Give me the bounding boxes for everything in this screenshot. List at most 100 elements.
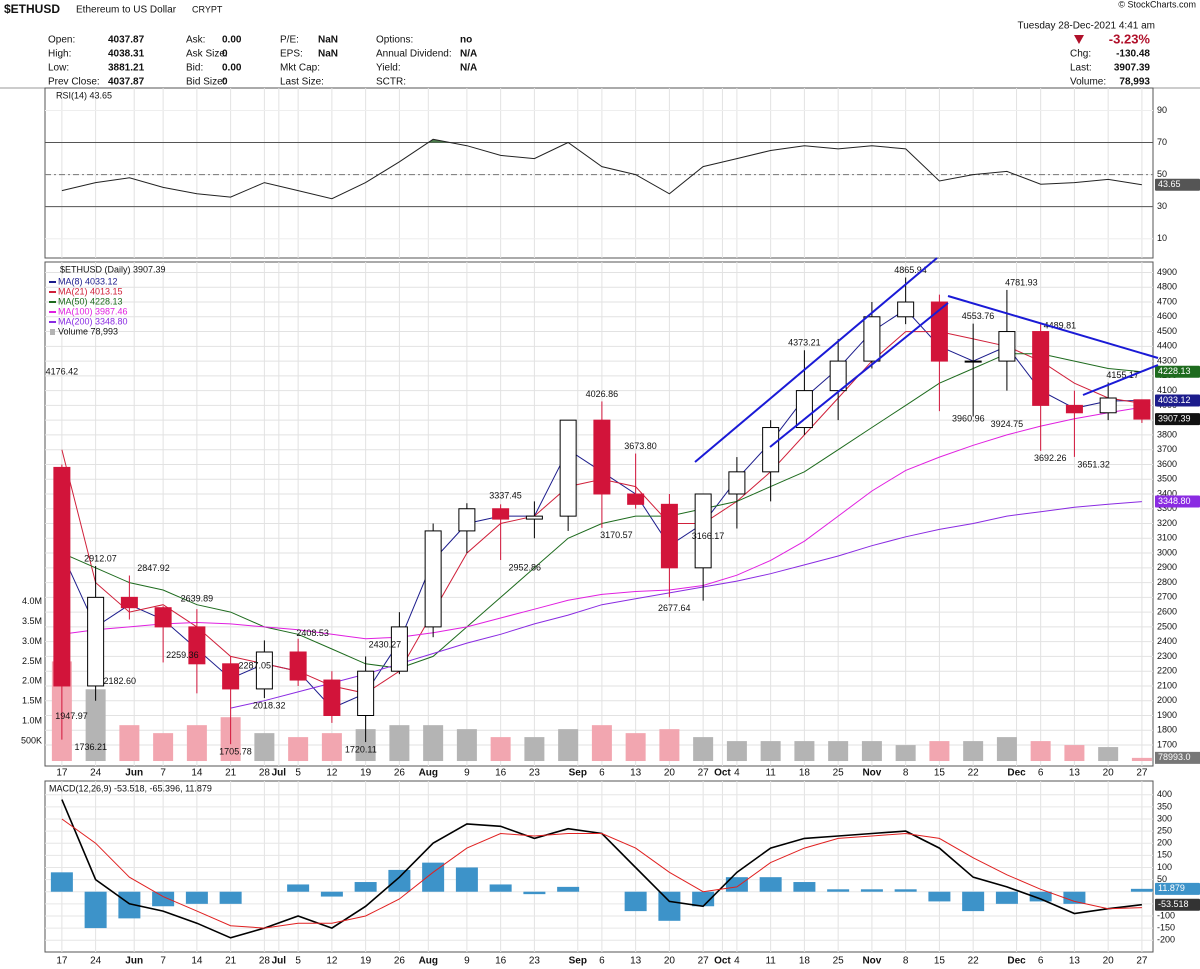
x-tick-label: 27	[1136, 768, 1148, 779]
y-tick-label: 3700	[1157, 444, 1177, 454]
y-tick-label: 4400	[1157, 341, 1177, 351]
header: $ETHUSD Ethereum to US Dollar CRYPT © St…	[4, 0, 1196, 88]
y-tick-label: 200	[1157, 838, 1172, 848]
trendline	[1082, 364, 1159, 396]
price-annotation: 1720.11	[345, 744, 377, 754]
x-tick-label: 14	[191, 956, 203, 967]
macd-histogram-bar	[557, 886, 580, 892]
macd-histogram-bar	[320, 891, 343, 897]
x-tick-label: 13	[1069, 768, 1081, 779]
y-tick-label: 2800	[1157, 577, 1177, 587]
volume-bar	[760, 741, 781, 762]
x-tick-label: 15	[934, 956, 946, 967]
macd-frame	[44, 780, 1154, 953]
y-tick-label: 50	[1157, 169, 1167, 179]
rsi-title: RSI(14) 43.65	[56, 90, 112, 100]
x-tick-label: 25	[833, 768, 845, 779]
macd-histogram-bar	[152, 891, 175, 907]
x-tick-label: 11	[765, 768, 776, 779]
volume-tick-label: 1.5M	[22, 696, 42, 706]
macd-histogram-bar	[692, 891, 715, 907]
macd-histogram-bar	[962, 891, 985, 912]
legend-swatch	[50, 329, 55, 335]
last-value-label: -53.518	[1158, 899, 1189, 909]
price-annotation: 4781.93	[1005, 277, 1038, 287]
y-tick-label: 90	[1157, 105, 1167, 115]
y-tick-label: 2700	[1157, 592, 1177, 602]
volume-bar	[861, 741, 882, 762]
quote-value: 78,993	[1119, 77, 1150, 88]
quote-value: -130.48	[1116, 49, 1150, 60]
last-value-label: 3907.39	[1158, 413, 1191, 423]
y-tick-label: 1800	[1157, 725, 1177, 735]
stat-label: SCTR:	[376, 77, 406, 88]
x-tick-label: 21	[225, 768, 237, 779]
exchange: CRYPT	[192, 4, 223, 14]
candle-body	[1032, 331, 1050, 406]
price-annotation: 2259.36	[166, 650, 199, 660]
x-tick-label: 13	[630, 956, 642, 967]
x-tick-label: 8	[903, 768, 909, 779]
stat-value: 0.00	[222, 63, 242, 74]
candle-body	[627, 493, 645, 505]
x-tick-label: 22	[968, 956, 980, 967]
stat-value: 4038.31	[108, 49, 145, 60]
legend-label: MA(50) 4228.13	[58, 296, 123, 306]
last-value-box	[1155, 495, 1200, 508]
y-tick-label: 4300	[1157, 355, 1177, 365]
x-tick-label: Aug	[419, 768, 438, 779]
candle-body	[559, 419, 577, 517]
price-annotation: 2912.07	[84, 553, 117, 563]
volume-bar	[693, 737, 714, 762]
price-annotation: 3960.96	[952, 414, 985, 424]
last-value-box	[1155, 898, 1200, 911]
stat-label: Ask Size:	[186, 49, 228, 60]
candle-body	[728, 471, 746, 495]
x-tick-label: 20	[664, 768, 676, 779]
y-tick-label: 3600	[1157, 459, 1177, 469]
price-annotation: 3166.17	[692, 531, 725, 541]
stat-label: Mkt Cap:	[280, 63, 320, 74]
stat-label: Bid:	[186, 63, 203, 74]
moving-average	[230, 501, 1142, 709]
x-tick-label: Dec	[1007, 956, 1026, 967]
x-tick-label: 19	[360, 768, 372, 779]
stat-label: Options:	[376, 35, 413, 46]
down-arrow	[1074, 35, 1084, 44]
y-tick-label: 2100	[1157, 680, 1177, 690]
price-annotation: 4865.94	[894, 265, 927, 275]
x-tick-label: 23	[529, 768, 541, 779]
x-tick-label: 18	[799, 768, 811, 779]
x-tick-label: 27	[698, 768, 710, 779]
price-legend-title: $ETHUSD (Daily) 3907.39	[60, 264, 166, 274]
x-tick-label: Sep	[569, 956, 587, 967]
quote-label: Volume:	[1070, 77, 1106, 88]
volume-bar	[119, 725, 140, 762]
y-tick-label: 3000	[1157, 547, 1177, 557]
macd-histogram-bar	[928, 891, 951, 902]
candle-body	[964, 360, 982, 363]
plot-layer: 10 30 50 70 90 RSI(14) 43.65 43.65 1700 1800 1900…	[21, 88, 1200, 967]
volume-tick-label: 3.0M	[22, 636, 42, 646]
last-value-box	[1155, 413, 1200, 426]
volume-bar	[625, 733, 646, 762]
candle-body	[87, 596, 105, 687]
price-annotation: 1705.78	[219, 747, 252, 757]
candle-body	[424, 530, 442, 628]
price-annotation: 1947.97	[55, 711, 88, 721]
y-tick-label: 2000	[1157, 695, 1177, 705]
last-value-label: 3348.80	[1158, 496, 1191, 506]
x-tick-label: Oct	[714, 768, 731, 779]
x-tick-label: 12	[326, 768, 338, 779]
price-annotation: 4553.76	[962, 311, 995, 321]
candle-body	[390, 626, 408, 672]
macd-histogram-bar	[455, 867, 478, 892]
volume-bar	[85, 689, 106, 762]
macd-histogram-bar	[827, 889, 850, 892]
stat-label: Annual Dividend:	[376, 49, 452, 60]
macd-histogram-bar	[1029, 891, 1052, 902]
macd-histogram-bar	[624, 891, 647, 912]
y-tick-label: 3300	[1157, 503, 1177, 513]
x-tick-label: 24	[90, 956, 102, 967]
